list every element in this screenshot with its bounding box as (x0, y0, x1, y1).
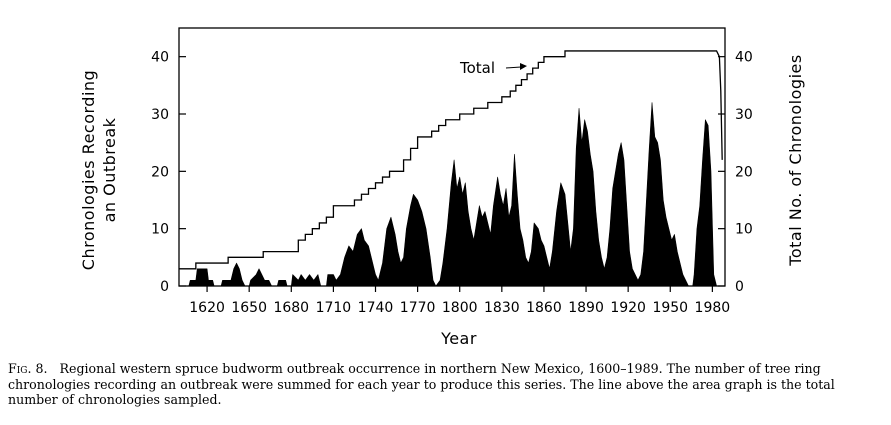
y-tick-label-left: 40 (151, 50, 169, 66)
x-tick-label: 1680 (273, 300, 309, 316)
x-tick-label: 1710 (316, 300, 352, 316)
x-tick-label: 1920 (610, 300, 646, 316)
x-axis-title: Year (440, 329, 477, 348)
y-tick-label-left: 20 (151, 164, 169, 180)
y-axis-title-left-line1: Chronologies Recording (79, 70, 98, 270)
x-tick-label: 1650 (231, 300, 267, 316)
y-tick-label-right: 40 (735, 50, 753, 66)
total-line (179, 50, 723, 270)
y-axis-title-left-line2: an Outbreak (100, 117, 119, 222)
x-tick-label: 1740 (358, 300, 394, 316)
x-tick-label: 1830 (484, 300, 520, 316)
outbreak-area (178, 102, 717, 287)
y-tick-label-right: 30 (735, 107, 753, 123)
figure-caption-text: Regional western spruce budworm outbreak… (8, 361, 835, 407)
y-axis-title-right: Total No. of Chronologies (786, 54, 805, 266)
total-annotation-arrow (505, 63, 527, 70)
y-tick-label-right: 0 (735, 279, 744, 295)
y-tick-label-left: 10 (151, 222, 169, 238)
chart-ticks: 0 0 10 10 20 20 30 30 40 40 1620 1650 1680 1710 1740 17… (151, 50, 753, 316)
y-tick-label-left: 30 (151, 107, 169, 123)
x-tick-label: 1800 (442, 300, 478, 316)
x-tick-label: 1890 (568, 300, 604, 316)
total-line-series (179, 50, 723, 270)
total-annotation: Total (459, 59, 495, 77)
x-tick-label: 1950 (652, 300, 688, 316)
x-tick-label: 1620 (189, 300, 225, 316)
x-tick-label: 1770 (400, 300, 436, 316)
figure-label: Fig. 8. (8, 361, 48, 376)
y-tick-label-right: 10 (735, 222, 753, 238)
y-tick-label-left: 0 (160, 279, 169, 295)
y-tick-label-right: 20 (735, 164, 753, 180)
x-tick-label: 1980 (695, 300, 731, 316)
chart-axes (178, 27, 726, 287)
plot-frame (178, 27, 726, 287)
figure-caption: Fig. 8. Regional western spruce budworm … (8, 361, 884, 408)
x-tick-label: 1860 (526, 300, 562, 316)
outbreak-chart: 0 0 10 10 20 20 30 30 40 40 1620 1650 1680 1710 1740 17… (79, 27, 805, 348)
outbreak-area-series (178, 102, 717, 287)
